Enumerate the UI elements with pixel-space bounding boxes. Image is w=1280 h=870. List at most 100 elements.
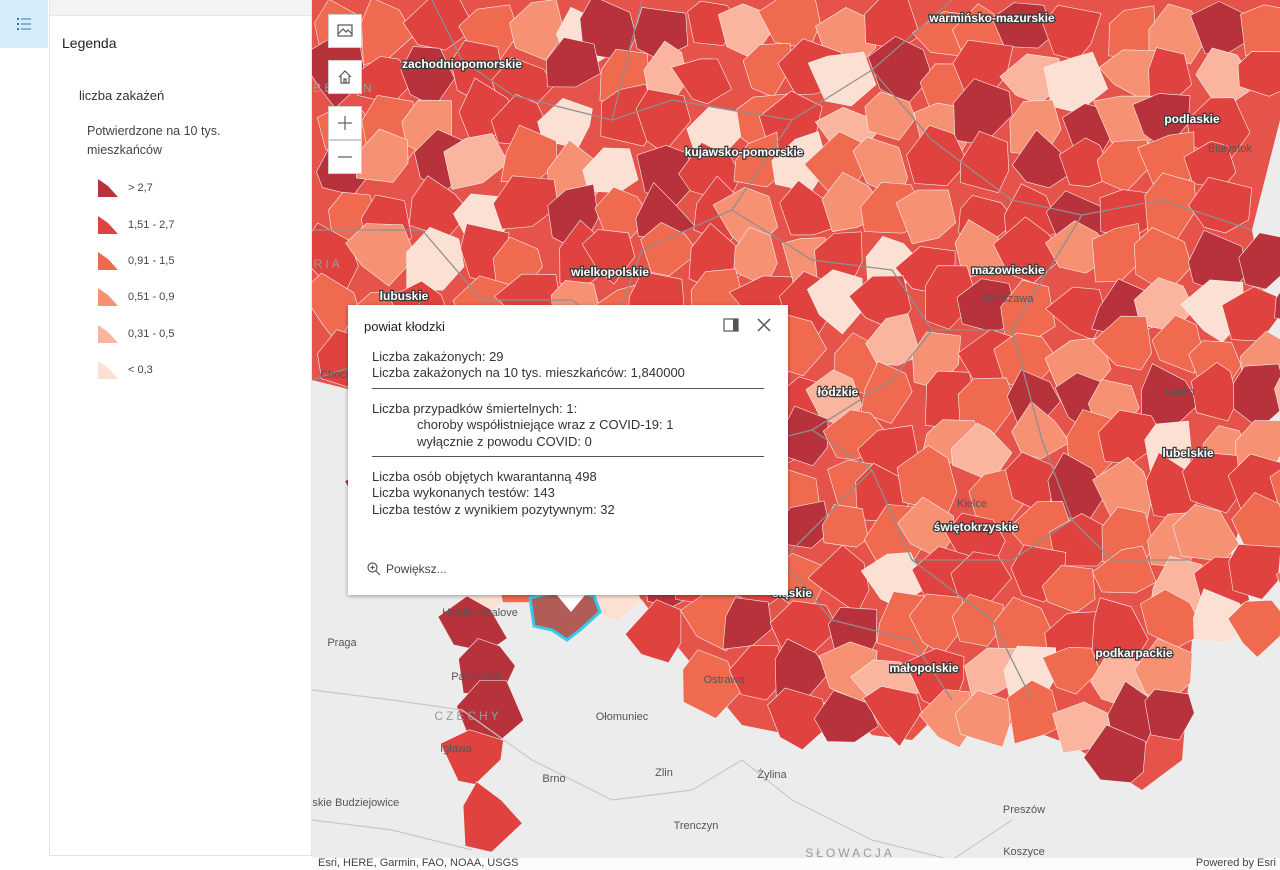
county-polygon[interactable] (1191, 362, 1239, 422)
legend-item-label: < 0,3 (128, 364, 153, 377)
county-polygon[interactable] (581, 229, 636, 285)
county-polygon[interactable] (860, 360, 913, 424)
legend-title: Legenda (62, 35, 117, 51)
county-polygon[interactable] (1238, 232, 1280, 290)
county-polygon[interactable] (862, 685, 922, 747)
region-label: mazowieckie (971, 263, 1045, 277)
plus-icon (338, 116, 352, 130)
legend-field-title: Potwierdzone na 10 tys. mieszkańców (87, 124, 221, 157)
county-polygon[interactable] (807, 51, 877, 107)
popup-deaths: Liczba przypadków śmiertelnych: 1: (372, 400, 578, 416)
county-polygon[interactable] (806, 269, 864, 335)
home-icon (338, 70, 352, 84)
zoom-magnifier-icon (367, 562, 381, 576)
basemap-icon (337, 24, 353, 37)
popup-pointer (556, 594, 586, 612)
county-polygon[interactable] (1188, 176, 1253, 234)
county-polygon[interactable] (896, 445, 958, 513)
county-polygon[interactable] (1144, 688, 1195, 741)
county-polygon[interactable] (1274, 264, 1280, 326)
county-polygon[interactable] (895, 189, 957, 245)
popup-deaths-comorbid: choroby współistniejące wraz z COVID-19:… (417, 417, 674, 433)
place-label: Pardubice (451, 671, 501, 683)
county-polygon[interactable] (733, 131, 781, 188)
county-polygon[interactable] (1269, 459, 1280, 523)
legend-items: > 2,7 1,51 - 2,7 0,91 - 1,5 0,51 - 0,9 0,31 … (94, 170, 174, 388)
county-polygon[interactable] (492, 175, 559, 230)
county-polygon[interactable] (682, 649, 741, 719)
place-label: Hradec Kralove (442, 607, 518, 619)
county-polygon[interactable] (951, 593, 1004, 647)
feature-popup[interactable]: powiat kłodzki Liczba zakażonych: 29 Lic… (348, 305, 788, 595)
popup-close-button[interactable] (754, 315, 774, 335)
county-polygon[interactable] (402, 0, 476, 51)
attribution-text: Esri, HERE, Garmin, FAO, NOAA, USGS (318, 857, 519, 869)
legend-item-label: 0,91 - 1,5 (128, 254, 175, 267)
legend-swatch (98, 215, 118, 234)
county-polygon[interactable] (640, 222, 699, 277)
powered-by-link[interactable]: Powered by Esri (1195, 857, 1276, 869)
county-polygon[interactable] (406, 227, 465, 291)
legend-swatch (98, 324, 118, 343)
toolbar-strip (0, 0, 48, 870)
legend-item: 0,51 - 0,9 (94, 279, 174, 315)
county-polygon[interactable] (1151, 314, 1203, 374)
region-label: warmińsko-mazurskie (928, 11, 1055, 25)
county-polygon[interactable] (509, 0, 565, 61)
county-polygon[interactable] (1011, 129, 1069, 189)
country-label: CZECHY (434, 709, 501, 723)
county-polygon[interactable] (821, 504, 869, 548)
country-label: GRIA (312, 257, 343, 271)
county-polygon[interactable] (991, 2, 1054, 49)
county-polygon[interactable] (462, 781, 523, 853)
legend-item: 0,31 - 0,5 (94, 316, 174, 352)
county-polygon[interactable] (545, 37, 601, 88)
county-polygon[interactable] (1228, 543, 1280, 600)
home-button[interactable] (328, 60, 362, 94)
county-polygon[interactable] (1058, 137, 1114, 188)
county-polygon[interactable] (864, 91, 916, 141)
basemap-gallery-button[interactable] (328, 14, 362, 48)
county-polygon[interactable] (670, 58, 733, 105)
popup-infected: Liczba zakażonych: 29 (372, 349, 504, 364)
county-polygon[interactable] (594, 186, 650, 239)
county-polygon[interactable] (728, 644, 787, 701)
county-polygon[interactable] (1192, 588, 1243, 644)
region-label: zachodniopomorskie (402, 57, 522, 71)
county-polygon[interactable] (1042, 647, 1101, 695)
legend-item-label: 1,51 - 2,7 (128, 218, 175, 231)
legend-item: 1,51 - 2,7 (94, 206, 174, 242)
county-polygon[interactable] (345, 223, 417, 287)
zoom-in-button[interactable] (328, 106, 362, 140)
place-label: Praga (327, 637, 357, 649)
county-polygon[interactable] (954, 219, 1012, 279)
county-polygon[interactable] (1240, 4, 1280, 57)
county-polygon[interactable] (1011, 401, 1071, 460)
county-polygon[interactable] (1182, 451, 1242, 514)
legend-item: 0,91 - 1,5 (94, 243, 174, 279)
zoom-out-button[interactable] (328, 140, 362, 174)
legend-swatch (98, 251, 118, 270)
county-polygon[interactable] (906, 125, 968, 187)
region-label: podlaskie (1164, 112, 1220, 126)
county-polygon[interactable] (1227, 599, 1280, 658)
popup-dock-button[interactable] (722, 316, 740, 334)
popup-zoom-to-button[interactable]: Powiększ... (366, 561, 447, 577)
legend-swatch (98, 361, 118, 380)
region-label: wielkopolskie (570, 265, 649, 279)
legend-toggle-button[interactable] (0, 0, 48, 48)
county-polygon[interactable] (1091, 315, 1152, 371)
place-labels: Hradec Kralove Praga Pardubice Ostrawa Ołomu… (312, 81, 1253, 860)
county-polygon[interactable] (767, 687, 830, 751)
county-polygon[interactable] (1274, 370, 1280, 426)
legend-item: < 0,3 (94, 352, 174, 388)
county-polygon[interactable] (1275, 553, 1280, 606)
county-polygon[interactable] (1092, 545, 1157, 594)
place-label: Ostrawa (704, 674, 746, 686)
county-polygon[interactable] (1237, 51, 1280, 97)
county-polygon[interactable] (443, 133, 509, 190)
county-polygon[interactable] (1083, 724, 1147, 784)
region-label: lubelskie (1162, 446, 1214, 460)
county-polygon[interactable] (865, 313, 922, 366)
county-polygon[interactable] (1007, 679, 1062, 745)
